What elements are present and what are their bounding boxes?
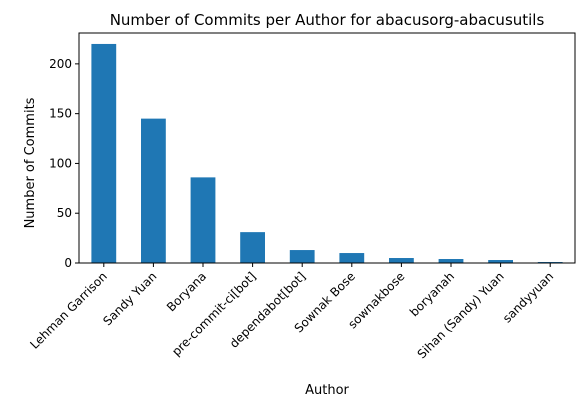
y-tick-label: 50: [57, 206, 72, 220]
bar: [438, 259, 464, 263]
x-tick-label: Sihan (Sandy) Yuan: [415, 269, 507, 361]
bars-group: [91, 43, 563, 264]
x-tick-label: Boryana: [164, 269, 209, 314]
chart-title: Number of Commits per Author for abacuso…: [110, 11, 545, 29]
bar: [289, 250, 315, 263]
bar: [240, 232, 265, 263]
y-tick-label: 200: [49, 57, 72, 71]
bar: [389, 258, 414, 263]
bar: [339, 253, 365, 263]
x-tick-label: Sandy Yuan: [100, 269, 159, 328]
x-tick-label: sandyyuan: [500, 269, 556, 325]
x-tick-label: Lehman Garrison: [27, 269, 110, 352]
y-tick-label: 100: [49, 156, 72, 170]
bar: [488, 260, 513, 263]
x-tick-label: boryanah: [407, 269, 457, 319]
x-tick-label: pre-commit-ci[bot]: [169, 269, 259, 359]
bar: [190, 177, 216, 263]
x-axis-label: Author: [305, 383, 349, 398]
y-tick-label: 0: [64, 256, 72, 270]
plot-frame: [78, 32, 576, 264]
bar: [91, 43, 117, 264]
y-axis: 0 50 100 150 200: [49, 57, 79, 270]
y-axis-label: Number of Commits: [23, 97, 38, 228]
bar: [141, 118, 166, 263]
y-tick-label: 150: [49, 107, 72, 121]
